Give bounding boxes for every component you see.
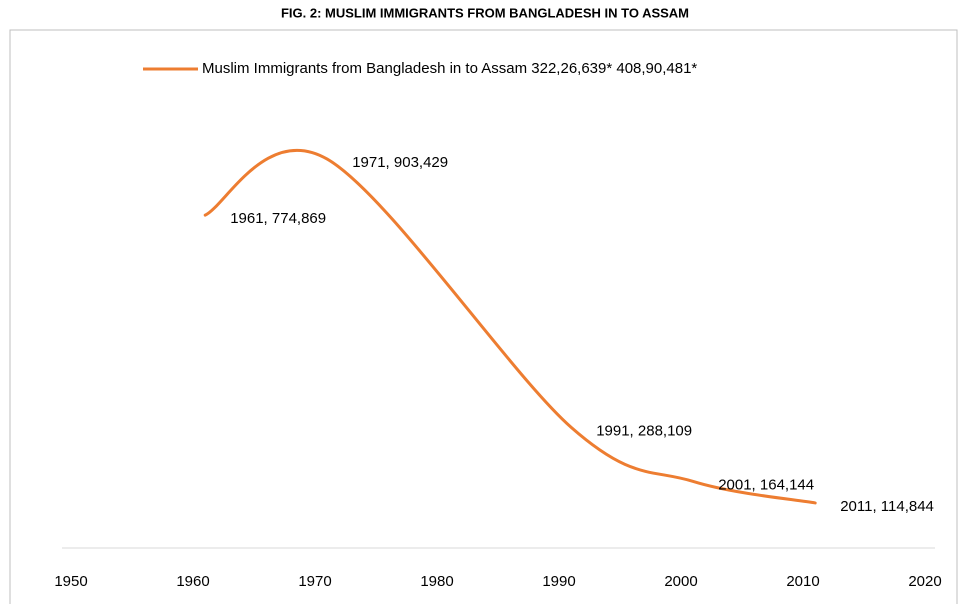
chart-title: FIG. 2: MUSLIM IMMIGRANTS FROM BANGLADES… [281, 5, 689, 20]
line [203, 149, 817, 505]
data-label: 1971, 903,429 [352, 154, 448, 171]
data-label: 1991, 288,109 [596, 422, 692, 439]
x-tick-label: 1960 [176, 573, 209, 590]
x-tick-label: 2000 [664, 573, 697, 590]
data-label: 2001, 164,144 [718, 476, 814, 493]
x-tick-label: 2010 [786, 573, 819, 590]
x-tick-label: 1980 [420, 573, 453, 590]
data-label: 1961, 774,869 [230, 210, 326, 227]
x-tick-label: 1990 [542, 573, 575, 590]
data-label: 2011, 114,844 [840, 498, 934, 515]
x-tick-label: 1970 [298, 573, 331, 590]
legend-label: Muslim Immigrants from Bangladesh in to … [202, 60, 697, 77]
chart-border [9, 29, 958, 604]
x-tick-label: 1950 [54, 573, 87, 590]
x-tick-label: 2020 [908, 573, 941, 590]
